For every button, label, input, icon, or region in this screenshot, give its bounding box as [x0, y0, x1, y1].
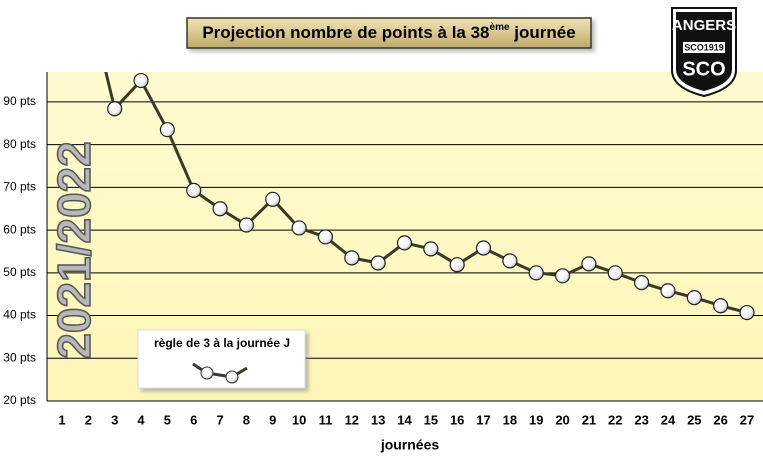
x-tick-label: 16 — [450, 412, 464, 427]
x-tick-label: 22 — [608, 412, 622, 427]
data-point — [344, 250, 360, 266]
data-point — [133, 72, 149, 89]
season-watermark: 2021/2022 — [48, 141, 100, 358]
chart-title: Projection nombre de points à la 38ème j… — [202, 22, 575, 43]
data-point — [607, 265, 623, 281]
x-tick-label: 1 — [58, 412, 65, 427]
data-point — [634, 275, 650, 291]
data-point — [55, 0, 69, 6]
logo-name: ANGERS — [672, 17, 736, 34]
x-tick-label: 23 — [634, 412, 648, 427]
y-tick-label: 60 pts — [3, 222, 36, 236]
x-tick-label: 8 — [243, 412, 250, 427]
data-point — [265, 191, 281, 207]
x-tick-label: 14 — [397, 412, 412, 427]
title-box — [186, 17, 592, 49]
data-point — [475, 240, 492, 256]
x-tick-label: 9 — [269, 412, 276, 427]
x-axis-label: journées — [380, 437, 440, 453]
data-point — [686, 290, 702, 306]
y-tick-label: 30 pts — [3, 350, 36, 364]
series-group — [55, 0, 755, 321]
data-point — [528, 265, 544, 281]
y-tick-label: 80 pts — [3, 137, 36, 151]
title-after: journée — [510, 23, 576, 42]
data-point — [81, 0, 95, 6]
x-tick-label: 2 — [85, 412, 92, 427]
data-point — [396, 235, 413, 251]
legend-icon — [192, 362, 248, 384]
data-point — [739, 304, 755, 321]
x-tick-label: 11 — [319, 412, 333, 427]
x-tick-label: 3 — [111, 412, 118, 427]
logo: ANGERS SCO1919 SCO — [671, 7, 737, 98]
title-superscript: ème — [490, 22, 510, 33]
data-point — [581, 256, 597, 272]
data-point — [423, 241, 439, 257]
data-point — [449, 257, 465, 273]
x-tick-label: 26 — [713, 412, 727, 427]
data-point — [212, 201, 228, 217]
y-tick-label: 90 pts — [3, 94, 36, 108]
x-tick-label: 20 — [555, 412, 569, 427]
x-tick-label: 19 — [529, 412, 543, 427]
x-tick-label: 6 — [190, 412, 197, 427]
data-point — [107, 101, 123, 117]
x-tick-label: 4 — [137, 412, 145, 427]
logo-club: SCO — [682, 58, 725, 80]
x-tick-label: 10 — [292, 412, 306, 427]
x-tick-label: 21 — [582, 412, 596, 427]
x-tick-label: 15 — [424, 412, 438, 427]
legend-label: règle de 3 à la journée J — [154, 336, 290, 350]
y-tick-label: 20 pts — [3, 393, 36, 407]
data-point — [159, 122, 175, 138]
y-tick-label: 50 pts — [3, 265, 36, 279]
data-point — [713, 298, 729, 314]
x-tick-label: 24 — [661, 412, 676, 427]
logo-year: SCO1919 — [684, 42, 724, 52]
x-tick-label: 12 — [345, 412, 359, 427]
x-tick-label: 5 — [164, 412, 171, 427]
x-tick-label: 7 — [216, 412, 223, 427]
title-text: Projection nombre de points à la 38 — [202, 23, 489, 42]
data-point — [554, 268, 571, 284]
x-tick-label: 25 — [687, 412, 701, 427]
x-tick-label: 18 — [503, 412, 517, 427]
legend — [137, 329, 306, 389]
data-point — [186, 182, 202, 198]
data-point — [291, 220, 307, 236]
y-tick-label: 70 pts — [3, 180, 36, 194]
data-point — [502, 253, 518, 269]
data-point — [370, 255, 386, 271]
data-point — [238, 217, 255, 233]
x-tick-label: 13 — [371, 412, 385, 427]
x-tick-label: 17 — [476, 412, 490, 427]
y-tick-label: 40 pts — [3, 308, 36, 322]
data-point — [317, 229, 334, 245]
x-tick-label: 27 — [740, 412, 754, 427]
data-point — [660, 283, 676, 299]
